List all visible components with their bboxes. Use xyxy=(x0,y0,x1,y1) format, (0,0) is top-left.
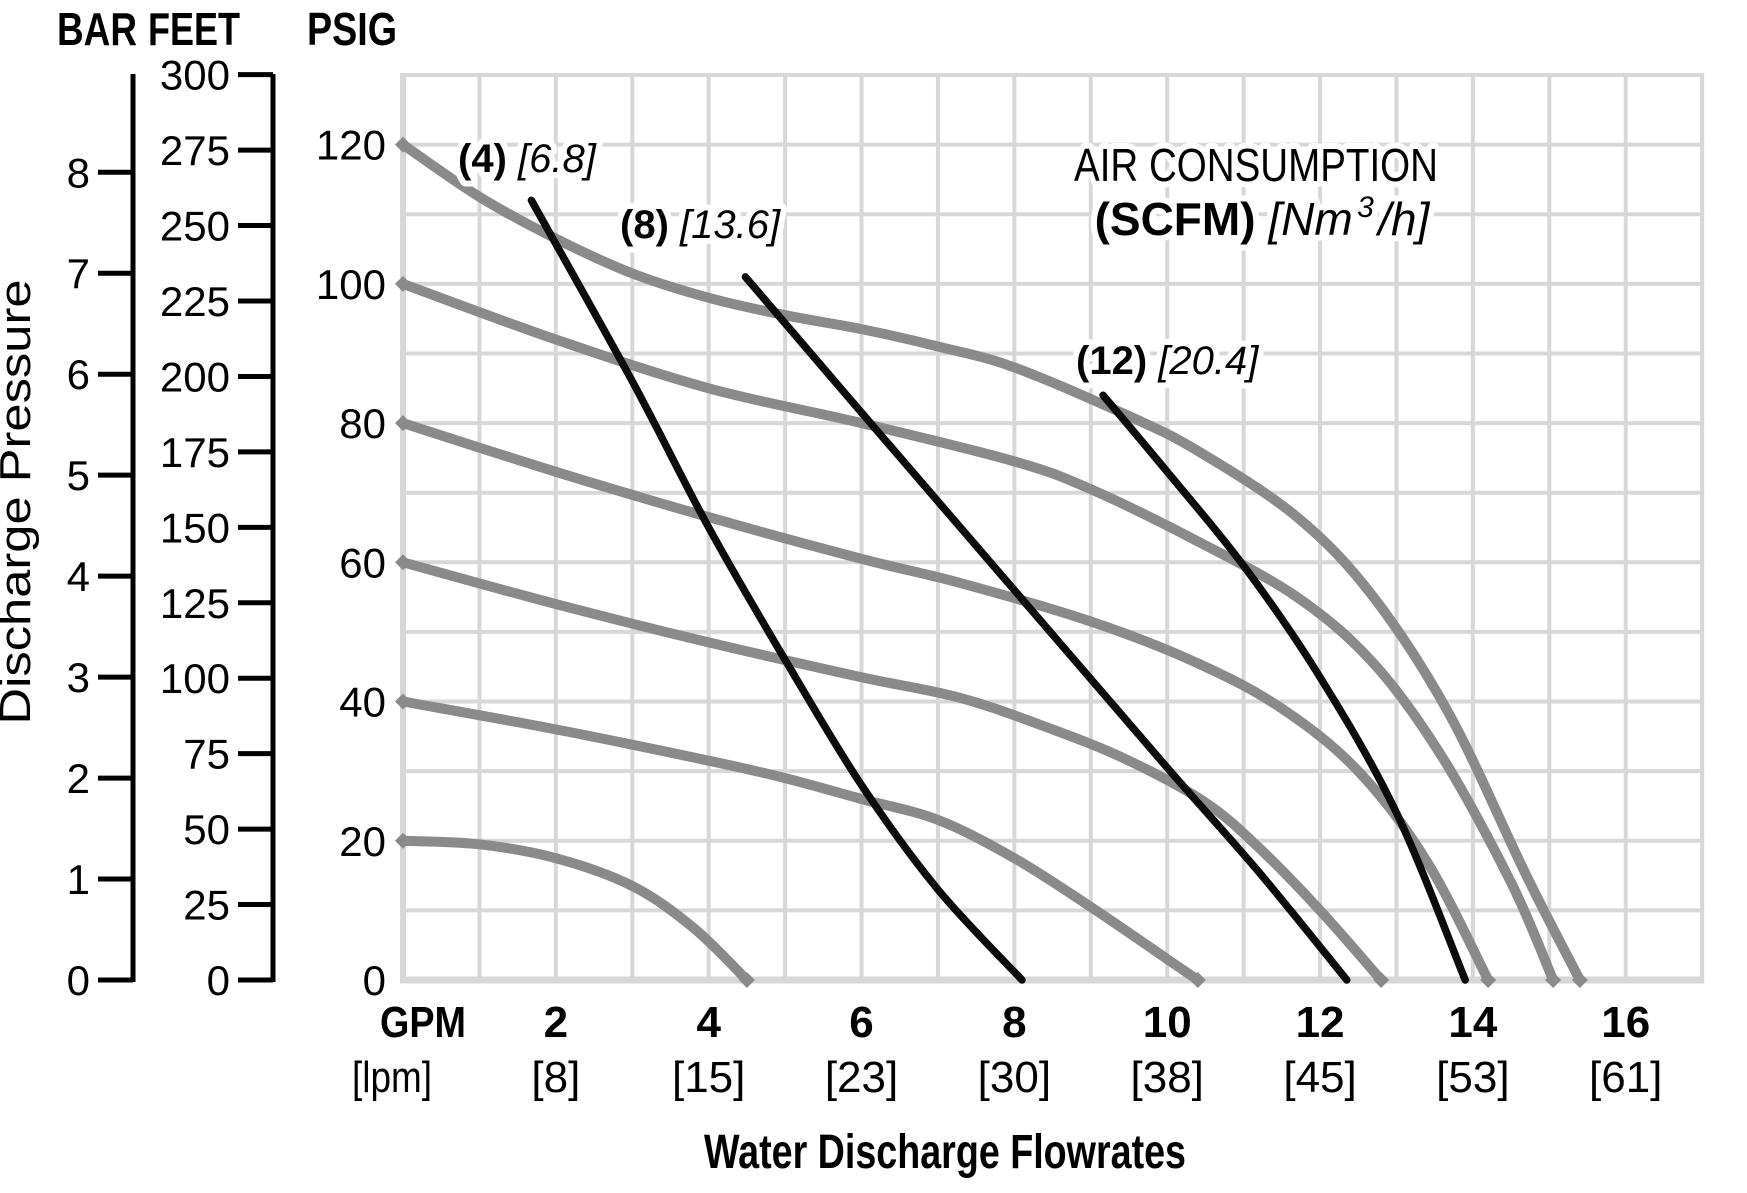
y-axis-title: Discharge Pressure xyxy=(0,280,40,725)
title-nm3h-post: /h] xyxy=(1375,193,1430,245)
bar-tick-label: 7 xyxy=(67,250,90,297)
x-tick-gpm-10: 10 xyxy=(1143,998,1192,1047)
title-scfm: (SCFM) xyxy=(1095,193,1269,245)
curve-endpoint-marker xyxy=(1571,972,1588,988)
bar-tick-label: 4 xyxy=(67,553,90,600)
x-axis-ticks: 2 [8] 4 [15] 6 [23] 8 [30] 10 [38] 12 [45] 14 [53] 16 [… xyxy=(531,998,1662,1102)
curve-endpoint-marker xyxy=(395,275,411,292)
feet-tick-label: 125 xyxy=(160,580,230,627)
bar-tick-label: 2 xyxy=(67,755,90,802)
psig-tick-label: 60 xyxy=(339,539,386,586)
feet-tick-label: 300 xyxy=(160,52,230,99)
psig-tick-label: 0 xyxy=(363,957,386,1004)
feet-tick-label: 250 xyxy=(160,203,230,250)
curve-endpoint-marker xyxy=(395,415,411,432)
curve-endpoint-marker xyxy=(395,554,411,571)
air-line-label-scfm: (4) xyxy=(458,137,507,181)
air-line-label-12scfm: (12) [20.4] xyxy=(1076,339,1259,383)
title-nm3h-pre: [Nm xyxy=(1267,193,1352,245)
air-line-label-scfm: (12) xyxy=(1076,339,1147,383)
bar-scale-header: BAR xyxy=(57,3,137,55)
chart-title-line2: (SCFM) [Nm 3 /h] xyxy=(1095,191,1431,245)
x-unit-secondary: [lpm] xyxy=(352,1053,432,1102)
air-consumption-line-8scfm xyxy=(741,273,1351,984)
curve-endpoint-marker xyxy=(1189,972,1206,988)
x-tick-lpm-23: [23] xyxy=(825,1053,898,1102)
performance-curve-120psig xyxy=(398,139,1585,985)
chart-generated-layer: 8765432103002752502252001751501251007550… xyxy=(67,52,1705,1102)
psig-tick-label: 20 xyxy=(339,818,386,865)
grid xyxy=(400,73,1705,984)
psig-tick-label: 80 xyxy=(339,400,386,447)
air-line-label-nm3h: [6.8] xyxy=(507,137,597,181)
curve-endpoint-marker xyxy=(738,972,755,988)
curve-endpoint-marker xyxy=(1480,972,1497,988)
left-scales: 8765432103002752502252001751501251007550… xyxy=(67,52,386,1004)
feet-tick-label: 150 xyxy=(160,504,230,551)
x-tick-gpm-14: 14 xyxy=(1448,998,1497,1047)
x-tick-lpm-15: [15] xyxy=(672,1053,745,1102)
bar-tick-label: 5 xyxy=(67,452,90,499)
bar-tick-label: 0 xyxy=(67,957,90,1004)
x-tick-lpm-38: [38] xyxy=(1131,1053,1204,1102)
air-line-label-nm3h: [13.6] xyxy=(669,203,781,247)
curve-endpoint-marker xyxy=(395,832,411,849)
x-tick-lpm-30: [30] xyxy=(978,1053,1051,1102)
psig-tick-label: 40 xyxy=(339,679,386,726)
air-line-label-4scfm: (4) [6.8] xyxy=(458,137,597,181)
feet-tick-label: 225 xyxy=(160,278,230,325)
curve-endpoint-marker xyxy=(395,136,411,153)
feet-tick-label: 200 xyxy=(160,353,230,400)
air-consumption-lines: (4) [6.8] (8) [13.6] (12) [20.4] xyxy=(452,131,1469,984)
psig-tick-label: 120 xyxy=(316,122,386,169)
curve-endpoint-marker xyxy=(1373,972,1390,988)
feet-tick-label: 25 xyxy=(183,882,230,929)
x-tick-gpm-6: 6 xyxy=(849,998,873,1047)
performance-curve-60psig xyxy=(398,557,1387,985)
bar-tick-label: 8 xyxy=(67,149,90,196)
x-tick-lpm-61: [61] xyxy=(1589,1053,1662,1102)
x-unit-primary: GPM xyxy=(380,998,466,1047)
air-consumption-line-12scfm xyxy=(1099,391,1469,984)
x-tick-lpm-53: [53] xyxy=(1436,1053,1509,1102)
air-line-label-scfm: (8) xyxy=(620,203,669,247)
air-line-label-8scfm: (8) [13.6] xyxy=(620,203,781,247)
x-tick-lpm-8: [8] xyxy=(531,1053,580,1102)
feet-tick-label: 75 xyxy=(183,731,230,778)
curve-endpoint-marker xyxy=(395,693,411,710)
x-tick-lpm-45: [45] xyxy=(1283,1053,1356,1102)
feet-tick-label: 175 xyxy=(160,429,230,476)
x-tick-gpm-16: 16 xyxy=(1601,998,1650,1047)
feet-tick-label: 100 xyxy=(160,655,230,702)
psig-scale-header: PSIG xyxy=(307,3,397,55)
x-tick-gpm-12: 12 xyxy=(1296,998,1345,1047)
x-tick-gpm-8: 8 xyxy=(1002,998,1026,1047)
feet-tick-label: 275 xyxy=(160,127,230,174)
air-line-label-nm3h: [20.4] xyxy=(1147,339,1259,383)
performance-curve-80psig xyxy=(398,418,1494,985)
bar-tick-label: 1 xyxy=(67,856,90,903)
x-tick-gpm-4: 4 xyxy=(696,998,721,1047)
x-tick-gpm-2: 2 xyxy=(544,998,568,1047)
feet-tick-label: 50 xyxy=(183,806,230,853)
performance-curve-20psig xyxy=(398,835,752,985)
feet-scale-header: FEET xyxy=(148,3,240,55)
bar-tick-label: 3 xyxy=(67,654,90,701)
title-nm3h-sup: 3 xyxy=(1357,191,1374,224)
air-consumption-line-4scfm xyxy=(527,196,1026,984)
bar-tick-label: 6 xyxy=(67,351,90,398)
chart-labels-layer: BAR FEET PSIG Discharge Pressure GPM [lp… xyxy=(0,3,1444,1179)
chart-title-line1: AIR CONSUMPTION xyxy=(1074,139,1438,191)
curve-endpoint-marker xyxy=(1545,972,1562,988)
psig-tick-label: 100 xyxy=(316,261,386,308)
feet-tick-label: 0 xyxy=(207,957,230,1004)
performance-curve-100psig xyxy=(398,278,1559,985)
x-axis-title: Water Discharge Flowrates xyxy=(704,1126,1186,1179)
